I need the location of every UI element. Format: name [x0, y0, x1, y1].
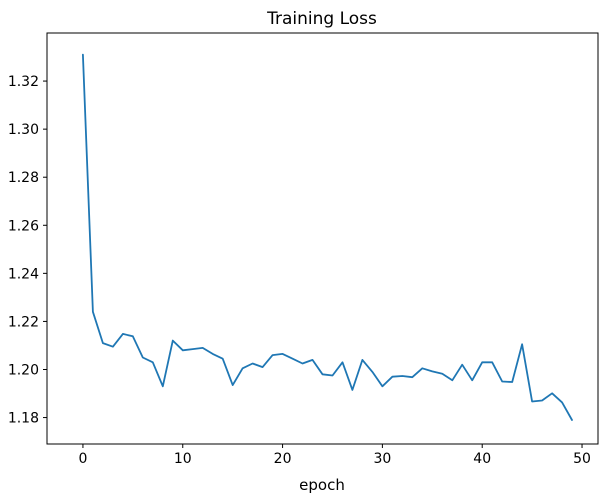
x-tick-label: 30 — [373, 451, 391, 467]
x-tick-label: 20 — [274, 451, 292, 467]
x-tick-label: 0 — [78, 451, 87, 467]
chart-title: Training Loss — [266, 9, 377, 29]
y-tick-label: 1.22 — [8, 314, 39, 330]
y-tick-label: 1.20 — [8, 362, 39, 378]
y-tick-label: 1.28 — [8, 170, 39, 186]
x-axis-ticks: 0 10 20 30 40 50 — [78, 444, 591, 467]
x-tick-label: 40 — [473, 451, 491, 467]
loss-line-series — [82, 53, 573, 421]
y-tick-label: 1.30 — [8, 122, 39, 138]
plot-area — [46, 32, 599, 445]
x-tick-label: 10 — [174, 451, 192, 467]
x-tick-label: 50 — [573, 451, 591, 467]
y-axis-ticks: 1.18 1.20 1.22 1.24 1.26 1.28 1.30 1.32 — [8, 74, 47, 427]
y-tick-label: 1.24 — [8, 266, 39, 282]
x-axis-label: epoch — [299, 476, 345, 494]
y-tick-label: 1.32 — [8, 74, 39, 90]
y-tick-label: 1.18 — [8, 411, 39, 427]
y-tick-label: 1.26 — [8, 218, 39, 234]
